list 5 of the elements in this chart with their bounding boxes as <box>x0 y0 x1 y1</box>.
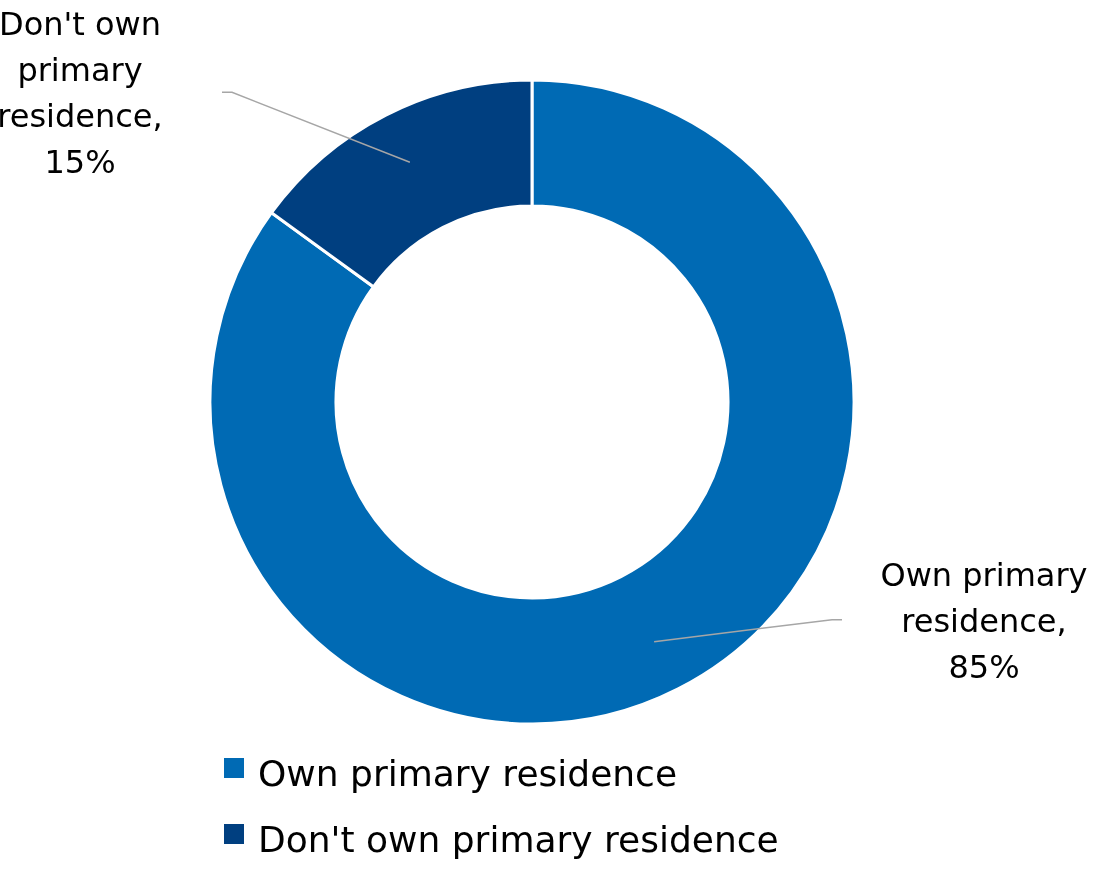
legend-label: Don't own primary residence <box>258 819 779 860</box>
data-label: Own primary residence, 85% <box>880 555 1088 686</box>
legend-label: Own primary residence <box>258 753 678 794</box>
donut-slice <box>208 78 856 726</box>
data-label: Don't own primary residence, 15% <box>0 5 163 182</box>
